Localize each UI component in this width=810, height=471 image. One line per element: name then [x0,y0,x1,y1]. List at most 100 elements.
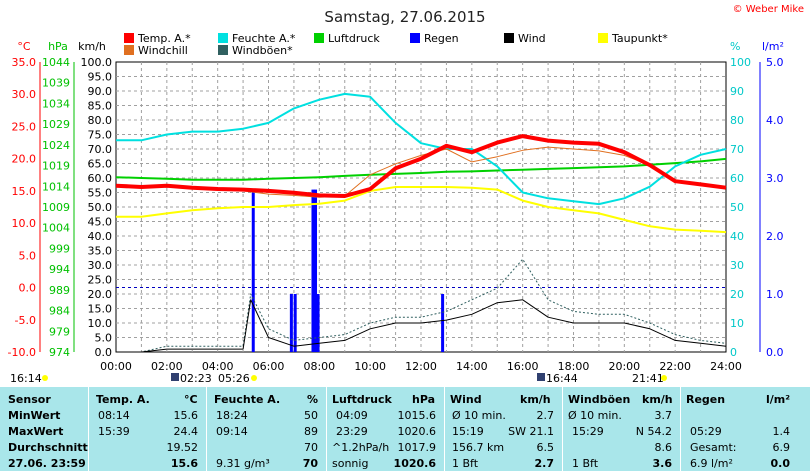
wind-tick-label: 0.0 [95,346,113,359]
rain-tick-label: 3.0 [766,172,784,185]
humidity-tick-label: 50 [730,201,744,214]
humidity-line [116,92,727,206]
axes: °C hPa km/h% l/m²35.030.025.020.015.010.05.… [8,40,784,373]
x-tick-label: 08:00 [303,360,335,373]
rain-bar [311,189,315,352]
humidity-tick-label: 30 [730,259,744,272]
x-tick-label: 02:00 [151,360,183,373]
rain-bar [314,189,318,352]
x-tick-label: 10:00 [354,360,386,373]
chart-title: Samstag, 27.06.2015 [324,8,485,26]
wind-max: SW 21.1 [508,425,554,438]
pressure-tick-label: 1004 [42,222,70,235]
pressure-tick-label: 979 [49,325,70,338]
wind-avg-label: Ø 10 min. [452,409,506,422]
forecast: sonnig [332,457,369,470]
sensor-header: Sensor [8,393,51,406]
humidity-tick-label: 40 [730,230,744,243]
pressure-tick-label: 1039 [42,77,70,90]
temp-min-time: 08:14 [98,409,130,422]
pressure-tick-label: 1019 [42,160,70,173]
legend-swatch [504,33,514,43]
moonrise-time: 02:23 [180,372,212,385]
wind-tick-label: 15.0 [88,303,113,316]
humidity-max: 89 [304,425,318,438]
rain-unit: l/m² [766,393,791,406]
current-row-label: 27.06. 23:59 [8,457,86,470]
temp-axis-unit: °C [17,40,31,53]
legend-label: Windchill [138,44,188,57]
rain-bar [441,294,445,352]
pressure-max: 1020.6 [397,425,437,438]
wind-tick-label: 55.0 [88,187,113,200]
x-tick-label: 18:00 [558,360,590,373]
wind-tick-label: 20.0 [88,288,113,301]
x-tick-label: 14:00 [456,360,488,373]
rain-current: 0.0 [770,457,791,470]
x-tick-label: 06:00 [253,360,285,373]
x-tick-label: 16:00 [507,360,539,373]
temp-current: 15.6 [170,457,198,470]
humidity-current: 70 [302,457,318,470]
x-tick-label: 04:00 [202,360,234,373]
humidity-tick-label: 60 [730,172,744,185]
pressure-max-time: 23:29 [336,425,368,438]
sunset-icon [661,375,667,381]
wind-tick-label: 50.0 [88,201,113,214]
gust-mean: 8.6 [654,441,673,454]
wind-axis-unit: km/h [78,40,106,53]
legend-swatch [124,33,134,43]
pressure-tick-label: 1024 [42,139,70,152]
temp-tick-label: 15.0 [12,185,37,198]
rain-total-label: Gesamt: [690,441,737,454]
temp-avg: 19.52 [166,441,199,454]
pressure-tick-label: 974 [49,346,70,359]
sun-left-time: 16:14 [10,372,42,385]
pressure-line [115,157,727,181]
x-tick-label: 20:00 [608,360,640,373]
wind-tick-label: 5.0 [95,332,113,345]
min-row-label: MinWert [8,409,61,422]
wind-bft: 1 Bft [452,457,479,470]
temp-unit: °C [184,393,198,406]
legend-swatch [218,45,228,55]
pressure-min: 1015.6 [397,409,437,422]
rain-bar [289,294,293,352]
temp-header: Temp. A. [96,393,150,406]
wind-tick-label: 65.0 [88,158,113,171]
temp-min: 15.6 [173,409,199,422]
temp-tick-label: 20.0 [12,153,37,166]
wind-avg: 2.7 [536,409,555,422]
temp-max: 24.4 [173,425,199,438]
pressure-header: Luftdruck [332,393,392,406]
gust-bft: 1 Bft [572,457,599,470]
sunrise-icon [251,375,257,381]
wind-tick-label: 75.0 [88,129,113,142]
stats-table: Sensor MinWert MaxWert Durchschnitt 27.0… [0,387,810,471]
rain-tick-label: 2.0 [766,230,784,243]
wind-line [116,299,727,353]
legend-swatch [314,33,324,43]
rain-bar [251,189,255,352]
gust-unit: km/h [642,393,673,406]
wind-tick-label: 30.0 [88,259,113,272]
temp-tick-label: 10.0 [12,217,37,230]
gust-header: Windböen [568,393,631,406]
humidity-header: Feuchte A. [214,393,281,406]
sun-markers: 16:14 02:23 05:26 16:44 21:41 [10,372,667,385]
humidity-tick-label: 20 [730,288,744,301]
gust-current: 3.6 [652,457,673,470]
wind-distance: 156.7 km [452,441,505,454]
x-tick-label: 00:00 [100,360,132,373]
wind-tick-label: 85.0 [88,100,113,113]
pressure-tick-label: 1034 [42,97,70,110]
humidity-tick-label: 10 [730,317,744,330]
pressure-axis-unit: hPa [48,40,68,53]
wind-tick-label: 35.0 [88,245,113,258]
x-tick-label: 22:00 [659,360,691,373]
temp-tick-label: 25.0 [12,120,37,133]
humidity-tick-label: 90 [730,85,744,98]
rain-today: 6.9 l/m² [690,457,733,470]
wind-tick-label: 90.0 [88,85,113,98]
rain-header: Regen [686,393,726,406]
